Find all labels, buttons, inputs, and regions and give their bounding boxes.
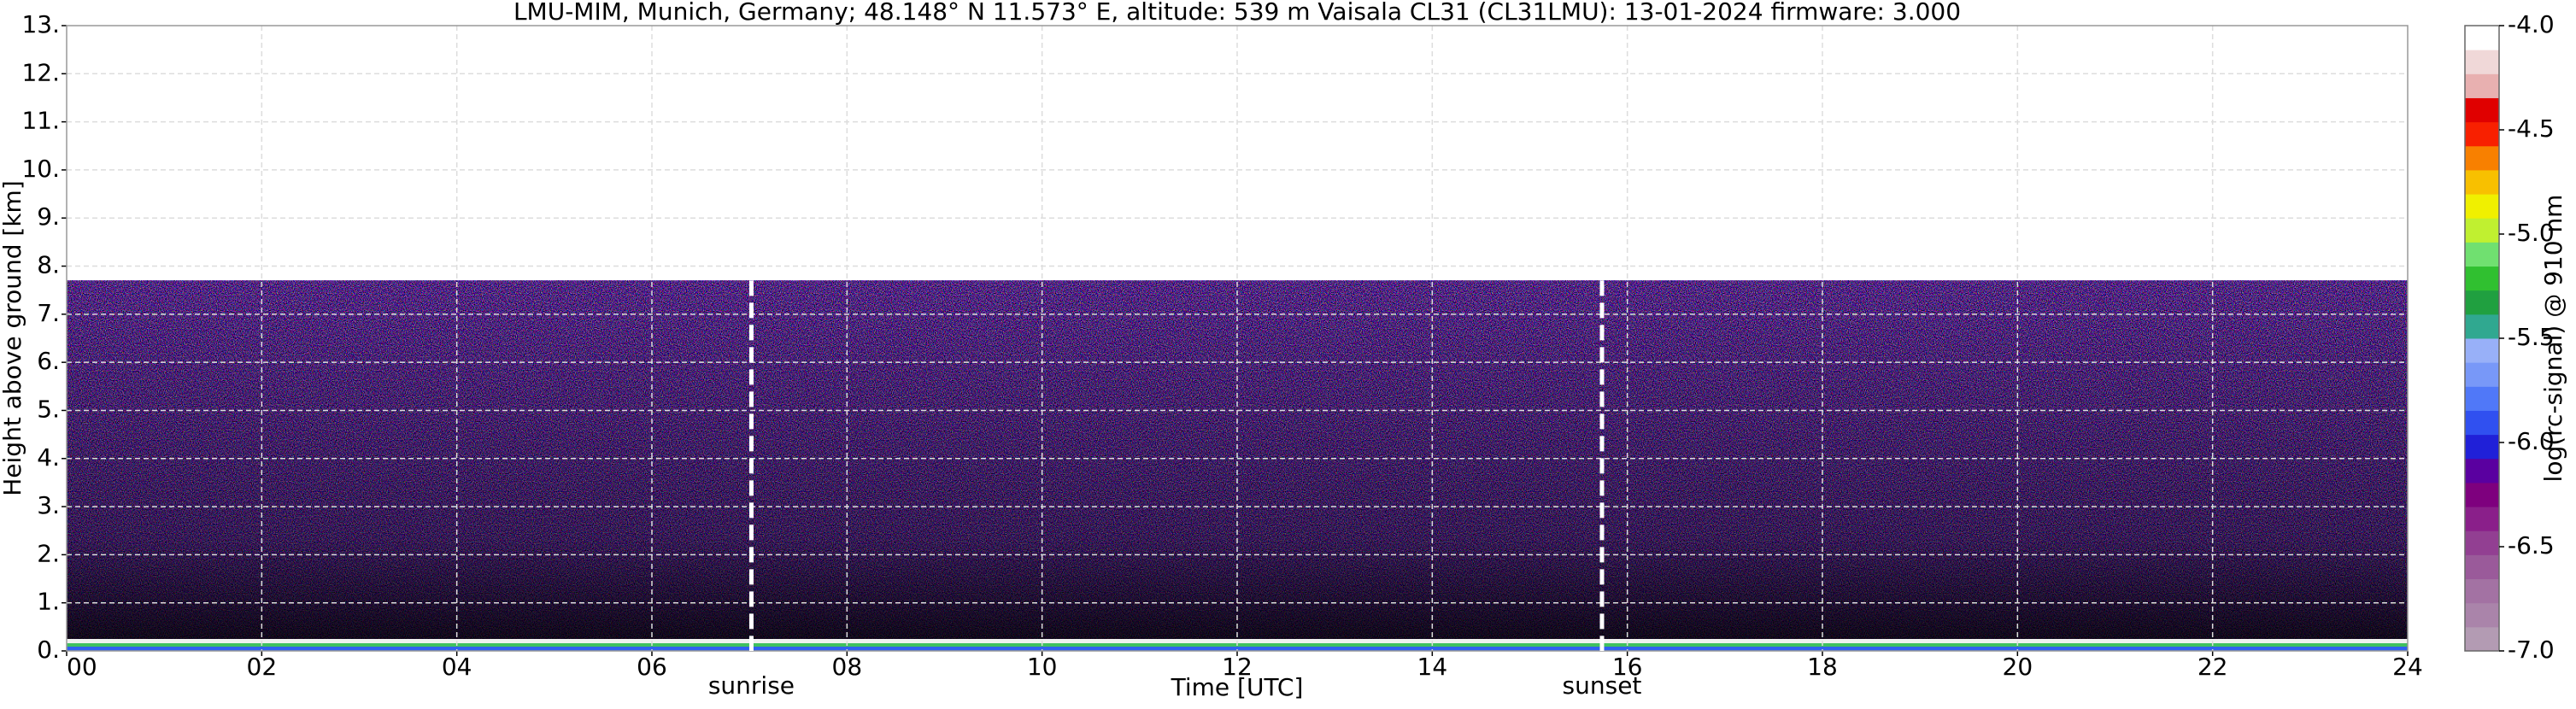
sun-label: sunrise — [708, 671, 795, 700]
colorbar-segment — [2465, 578, 2499, 604]
y-tick-label: 7. — [37, 299, 60, 327]
chart-title: LMU-MIM, Munich, Germany; 48.148° N 11.5… — [513, 0, 1961, 26]
colorbar-segment — [2465, 602, 2499, 628]
y-tick-label: 10. — [21, 155, 60, 183]
colorbar-segment — [2465, 242, 2499, 267]
y-tick-label: 13. — [21, 10, 60, 38]
colorbar-tick-label: -7.0 — [2508, 636, 2555, 664]
y-tick-label: 1. — [37, 588, 60, 616]
x-tick-label: 18 — [1807, 653, 1838, 681]
x-tick-label: 04 — [442, 653, 472, 681]
y-tick-label: 11. — [21, 107, 60, 135]
x-tick-label: 02 — [247, 653, 278, 681]
colorbar-segment — [2465, 97, 2499, 123]
y-axis-label: Height above ground [km] — [0, 180, 26, 496]
colorbar-segment — [2465, 626, 2499, 652]
colorbar-segment — [2465, 290, 2499, 315]
colorbar-segment — [2465, 26, 2499, 50]
x-tick-label: 06 — [637, 653, 667, 681]
colorbar-segment — [2465, 458, 2499, 483]
y-tick-label: 0. — [37, 636, 60, 664]
colorbar-segment — [2465, 434, 2499, 460]
colorbar-tick-label: -5.5 — [2508, 323, 2555, 351]
colorbar-tick-label: -5.0 — [2508, 219, 2555, 247]
y-tick-label: 5. — [37, 395, 60, 423]
colorbar-segment — [2465, 410, 2499, 436]
x-tick-label: 10 — [1027, 653, 1058, 681]
colorbar-segment — [2465, 169, 2499, 195]
colorbar-label: log(rc-signal) @ 910 nm — [2539, 195, 2567, 483]
colorbar-tick-label: -6.5 — [2508, 531, 2555, 560]
y-tick-label: 9. — [37, 202, 60, 231]
x-tick-label: 08 — [832, 653, 863, 681]
x-tick-label: 12 — [1222, 653, 1253, 681]
colorbar-segment — [2465, 313, 2499, 339]
colorbar-tick-label: -6.0 — [2508, 427, 2555, 455]
y-tick-label: 12. — [21, 58, 60, 86]
x-tick-label: 22 — [2198, 653, 2228, 681]
y-tick-label: 2. — [37, 539, 60, 567]
colorbar-segment — [2465, 362, 2499, 387]
colorbar-segment — [2465, 145, 2499, 171]
colorbar-segment — [2465, 507, 2499, 531]
colorbar-segment — [2465, 194, 2499, 219]
sun-label: sunset — [1563, 671, 1642, 700]
y-tick-label: 3. — [37, 491, 60, 519]
x-tick-label: 16 — [1612, 653, 1643, 681]
colorbar-segment — [2465, 218, 2499, 243]
ground-layer — [67, 647, 2408, 651]
colorbar-segment — [2465, 50, 2499, 74]
colorbar-segment — [2465, 121, 2499, 147]
y-tick-label: 6. — [37, 347, 60, 375]
colorbar-segment — [2465, 386, 2499, 411]
x-axis-label: Time [UTC] — [1171, 673, 1304, 701]
colorbar-segment — [2465, 482, 2499, 507]
plot-frame — [66, 25, 2409, 652]
colorbar-segment — [2465, 530, 2499, 555]
y-tick-label: 8. — [37, 251, 60, 279]
x-tick-label: 14 — [1417, 653, 1448, 681]
y-tick-label: 4. — [37, 443, 60, 472]
colorbar-segment — [2465, 338, 2499, 363]
colorbar-segment — [2465, 554, 2499, 580]
colorbar-tick-label: -4.5 — [2508, 114, 2555, 143]
x-tick-label: 00 — [67, 653, 97, 681]
colorbar-segment — [2465, 73, 2499, 98]
colorbar-tick-label: -4.0 — [2508, 10, 2555, 38]
colorbar-segment — [2465, 266, 2499, 291]
x-tick-label: 24 — [2392, 653, 2423, 681]
x-tick-label: 20 — [2003, 653, 2033, 681]
